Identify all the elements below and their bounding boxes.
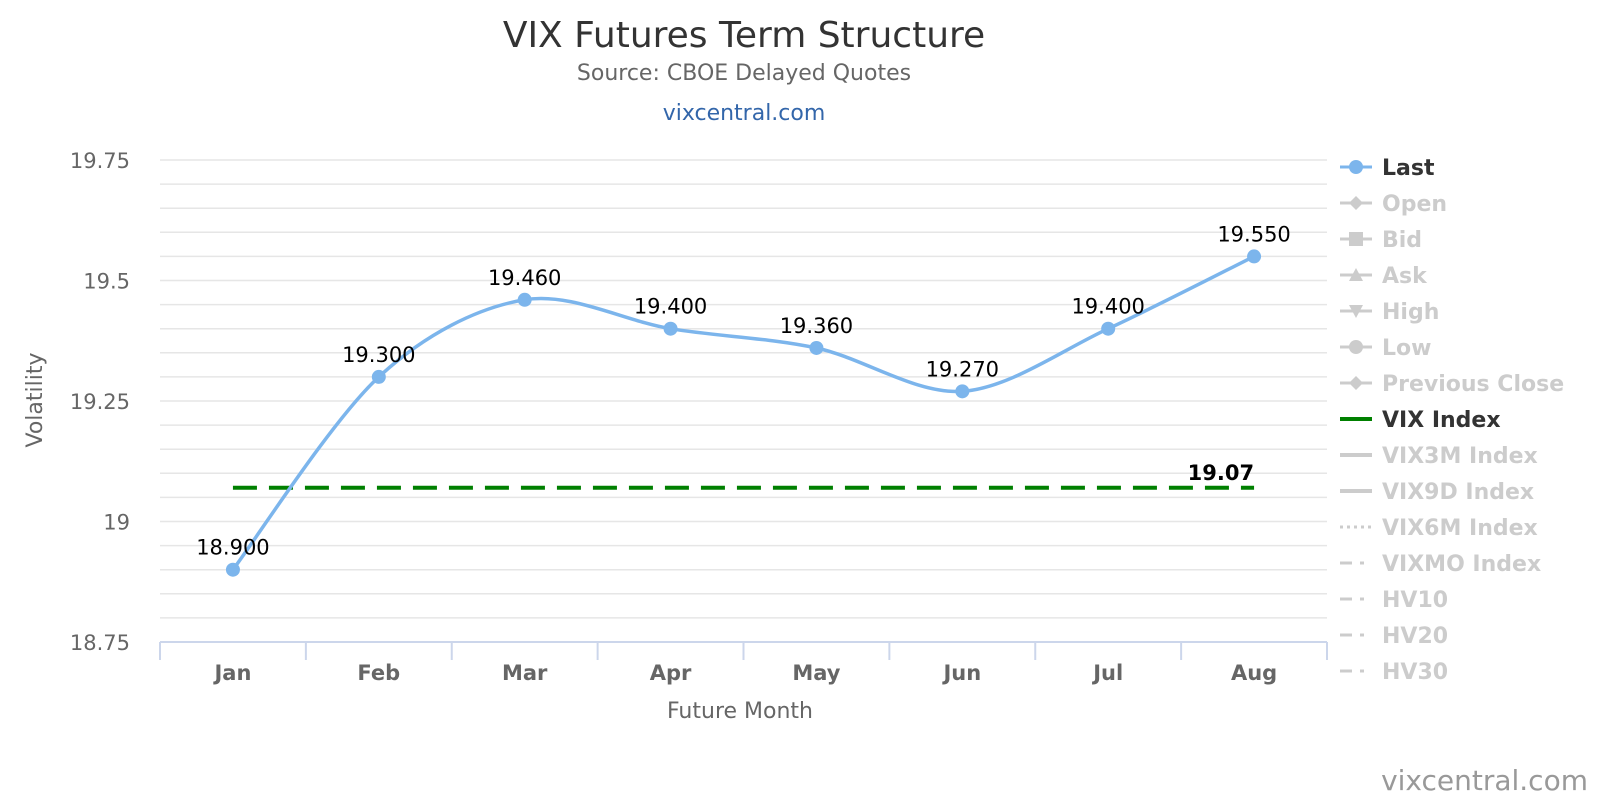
last-data-point[interactable] [1247, 249, 1262, 264]
chart-legend: Last Open Bid Ask High Low Previous Close VIX I… [1340, 156, 1564, 685]
legend-circle-icon [1349, 340, 1363, 354]
y-tick-label: 19 [103, 511, 130, 535]
plot-series: 19.07 18.900 19.300 19.460 19.400 19.360 19.27… [196, 222, 1291, 577]
x-tick-label: Feb [357, 661, 400, 685]
legend-item[interactable]: Last [1340, 156, 1435, 181]
legend-item[interactable]: VIX9D Index [1340, 480, 1534, 505]
legend-circle-icon [1349, 160, 1363, 174]
legend-item[interactable]: HV20 [1340, 624, 1448, 649]
last-data-point[interactable] [517, 292, 532, 307]
y-axis: 18.75 19 19.25 19.5 19.75 [70, 149, 130, 655]
legend-label: VIXMO Index [1382, 552, 1541, 577]
legend-diamond-icon [1349, 376, 1363, 390]
last-data-label: 19.550 [1217, 222, 1290, 246]
legend-label: HV30 [1382, 660, 1448, 685]
legend-label: VIX3M Index [1382, 444, 1538, 469]
x-axis: Jan Feb Mar Apr May Jun Jul Aug [159, 641, 1328, 685]
x-tick-label: May [792, 661, 840, 685]
legend-label: HV20 [1382, 624, 1448, 649]
legend-item[interactable]: Previous Close [1340, 372, 1564, 397]
grid-lines [160, 159, 1327, 619]
legend-item[interactable]: Low [1340, 336, 1431, 361]
legend-item[interactable]: VIX Index [1340, 408, 1501, 433]
legend-diamond-icon [1349, 196, 1363, 210]
legend-label: Last [1382, 156, 1435, 181]
last-data-label: 19.360 [780, 314, 853, 338]
x-tick-label: Jun [941, 661, 981, 685]
legend-label: HV10 [1382, 588, 1448, 613]
last-data-point[interactable] [1101, 321, 1116, 336]
legend-label: Previous Close [1382, 372, 1564, 397]
legend-label: High [1382, 300, 1439, 325]
source-link[interactable]: vixcentral.com [663, 101, 826, 126]
y-tick-label: 19.25 [70, 390, 130, 414]
legend-item[interactable]: VIX6M Index [1340, 516, 1538, 541]
legend-item[interactable]: High [1340, 300, 1439, 325]
legend-label: Open [1382, 192, 1447, 217]
chart-title: VIX Futures Term Structure [503, 15, 985, 56]
chart-subtitle: Source: CBOE Delayed Quotes [577, 61, 911, 86]
legend-label: VIX Index [1382, 408, 1501, 433]
legend-triangle-icon [1349, 268, 1363, 281]
legend-item[interactable]: HV30 [1340, 660, 1448, 685]
legend-label: Low [1382, 336, 1431, 361]
x-tick-label: Jul [1091, 661, 1123, 685]
legend-item[interactable]: Ask [1340, 264, 1428, 289]
y-tick-label: 19.5 [83, 270, 130, 294]
last-data-point[interactable] [225, 562, 240, 577]
last-data-label: 19.300 [342, 343, 415, 367]
x-tick-label: Aug [1231, 661, 1277, 685]
last-data-point[interactable] [371, 369, 386, 384]
legend-item[interactable]: VIXMO Index [1340, 552, 1541, 577]
last-data-label: 19.460 [488, 266, 561, 290]
legend-label: VIX6M Index [1382, 516, 1538, 541]
legend-item[interactable]: HV10 [1340, 588, 1448, 613]
y-tick-label: 19.75 [70, 149, 130, 173]
credits-link[interactable]: vixcentral.com [1381, 764, 1588, 797]
legend-square-icon [1349, 232, 1363, 246]
x-tick-label: Apr [650, 661, 692, 685]
y-tick-label: 18.75 [70, 631, 130, 655]
last-data-label: 19.400 [634, 295, 707, 319]
x-tick-label: Jan [212, 661, 251, 685]
legend-item[interactable]: Open [1340, 192, 1447, 217]
legend-label: VIX9D Index [1382, 480, 1534, 505]
legend-item[interactable]: Bid [1340, 228, 1422, 253]
legend-triangle-down-icon [1349, 305, 1363, 318]
last-data-label: 19.400 [1071, 295, 1144, 319]
last-data-label: 18.900 [196, 536, 269, 560]
last-data-point[interactable] [663, 321, 678, 336]
last-data-point[interactable] [809, 340, 824, 355]
x-axis-title: Future Month [667, 699, 813, 724]
legend-item[interactable]: VIX3M Index [1340, 444, 1538, 469]
y-axis-title: Volatility [23, 352, 48, 447]
vix-index-label: 19.07 [1188, 461, 1254, 485]
last-data-point[interactable] [955, 384, 970, 399]
legend-label: Ask [1382, 264, 1428, 289]
legend-label: Bid [1382, 228, 1422, 253]
last-data-label: 19.270 [926, 357, 999, 381]
x-tick-label: Mar [502, 661, 548, 685]
